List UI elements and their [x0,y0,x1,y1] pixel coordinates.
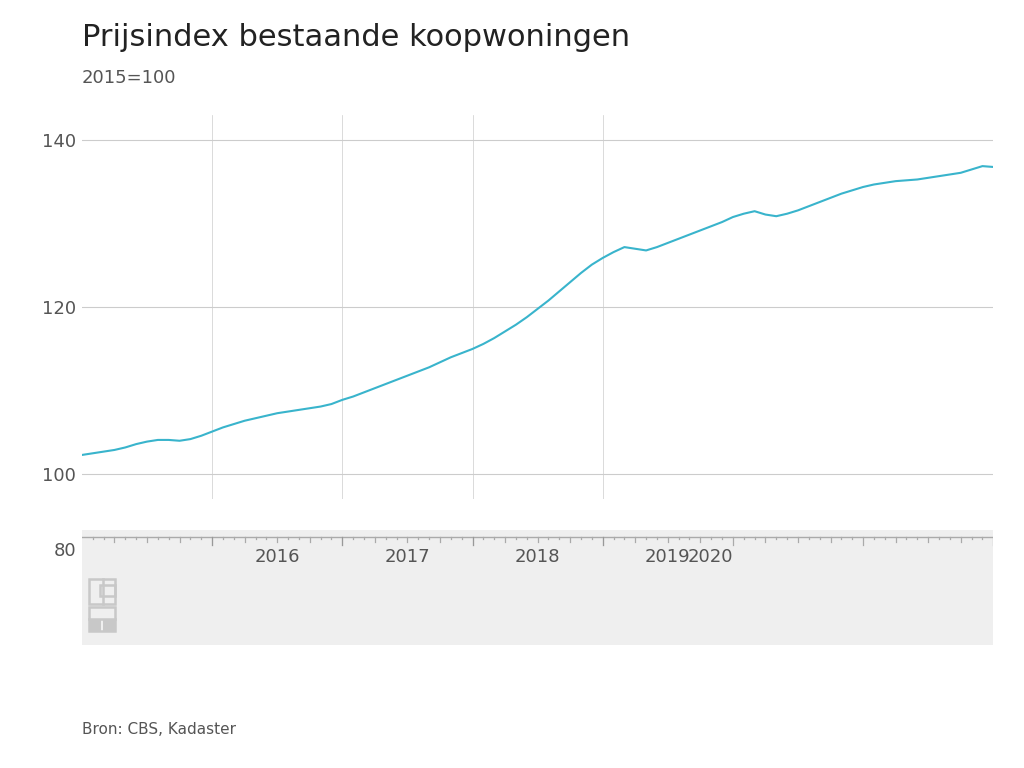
Bar [100,584,115,596]
Text: Prijsindex bestaande koopwoningen: Prijsindex bestaande koopwoningen [82,23,630,52]
Bar [89,579,115,604]
Bar [89,619,100,631]
Bar [103,619,115,631]
Text: 2019: 2019 [645,548,690,566]
Text: 2015=100: 2015=100 [82,69,176,87]
Text: 2018: 2018 [515,548,560,566]
Bar [89,607,115,631]
Text: 2020: 2020 [687,548,733,566]
Text: Bron: CBS, Kadaster: Bron: CBS, Kadaster [82,722,236,737]
Text: 2017: 2017 [385,548,430,566]
Text: 2016: 2016 [254,548,300,566]
